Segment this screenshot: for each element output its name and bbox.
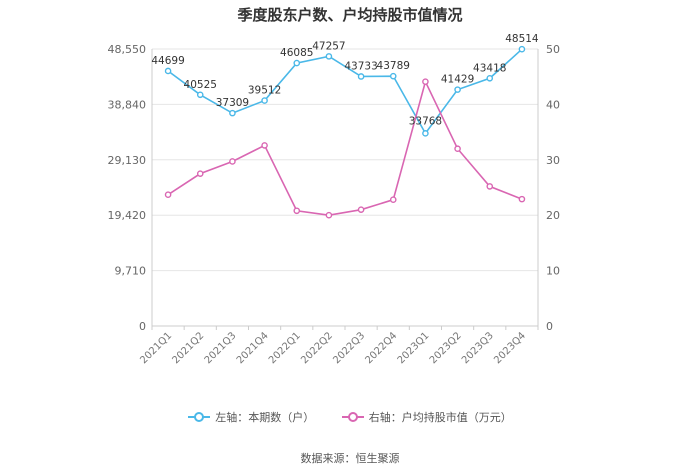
data-point-right [422,78,429,85]
x-axis-tick-label: 2023Q1 [396,330,432,366]
data-label: 44699 [151,55,184,67]
series-line-left [167,48,523,135]
data-label: 48514 [505,33,539,45]
data-label: 33768 [409,115,442,127]
x-axis-tick-label: 2021Q3 [203,330,239,366]
right-axis-tick-label: 20 [546,209,560,222]
data-point-left [229,109,236,117]
data-point-left [422,130,429,137]
left-axis-tick-label: 48,550 [108,43,147,56]
chart-legend: 左轴：本期数（户） 右轴：户均持股市值（万元） [0,409,700,426]
right-axis-tick-label: 0 [546,320,553,333]
legend-label-left: 左轴：本期数（户） [215,411,315,424]
right-axis-tick-label: 10 [546,265,560,278]
data-point-left [261,97,268,104]
legend-line-marker-icon [341,412,364,422]
legend-item-right[interactable]: 右轴：户均持股市值（万元） [341,409,512,425]
left-axis-tick-label: 38,840 [108,98,147,111]
right-axis-tick-label: 40 [546,98,560,111]
data-point-left [196,91,204,99]
data-point-right [261,142,268,149]
x-axis-tick-label: 2021Q1 [138,330,174,366]
data-point-left [486,74,494,82]
data-label: 43418 [473,62,506,74]
data-point-right [229,158,236,165]
data-label: 40525 [184,79,217,91]
data-point-right [293,207,301,215]
x-axis-tick-label: 2021Q2 [171,330,207,366]
data-point-left [518,45,526,53]
chart-plot: 0 0 9,710 10 19,420 20 29,130 30 38,840 40 48,550 5… [108,33,561,366]
x-axis-tick-label: 2022Q2 [299,330,335,366]
data-point-left [389,72,397,80]
data-point-left [164,67,172,75]
data-point-right [325,211,333,219]
data-point-right [164,191,172,199]
right-axis-tick-label: 50 [546,43,560,56]
data-source: 数据来源：恒生聚源 [300,452,400,465]
x-axis-tick-label: 2021Q4 [235,330,271,366]
legend-label-right: 右轴：户均持股市值（万元） [368,411,512,424]
left-axis-tick-label: 9,710 [115,265,147,278]
series-line-right [167,79,523,217]
legend-item-left[interactable]: 左轴：本期数（户） [188,409,314,425]
data-label: 43789 [377,60,410,72]
data-point-right [357,206,365,213]
data-label: 47257 [312,40,345,52]
data-point-right [196,170,204,177]
data-label: 43733 [344,60,377,72]
data-label: 41429 [441,74,474,86]
data-point-left [325,53,333,60]
chart-title: 季度股东户数、户均持股市值情况 [237,6,463,24]
left-axis-tick-label: 19,420 [108,209,147,222]
data-label: 39512 [248,85,281,97]
x-axis-tick-label: 2023Q2 [428,330,464,366]
data-point-right [486,183,494,190]
data-point-right [518,195,526,203]
left-axis-tick-label: 0 [139,320,146,333]
data-label: 37309 [216,97,249,109]
data-point-left [454,86,461,93]
data-point-left [357,73,365,80]
left-axis-tick-label: 29,130 [108,154,147,167]
data-point-right [454,145,461,153]
x-axis-tick-label: 2022Q4 [364,330,400,366]
data-label: 46085 [280,47,313,59]
x-axis-tick-label: 2023Q3 [460,330,496,366]
legend-line-marker-icon [188,412,211,422]
x-axis-tick-label: 2023Q4 [492,330,528,366]
x-axis-tick-label: 2022Q3 [331,330,367,366]
right-axis-tick-label: 30 [546,154,560,167]
x-axis-tick-label: 2022Q1 [267,330,303,366]
data-point-right [389,196,397,203]
data-point-left [293,59,301,67]
